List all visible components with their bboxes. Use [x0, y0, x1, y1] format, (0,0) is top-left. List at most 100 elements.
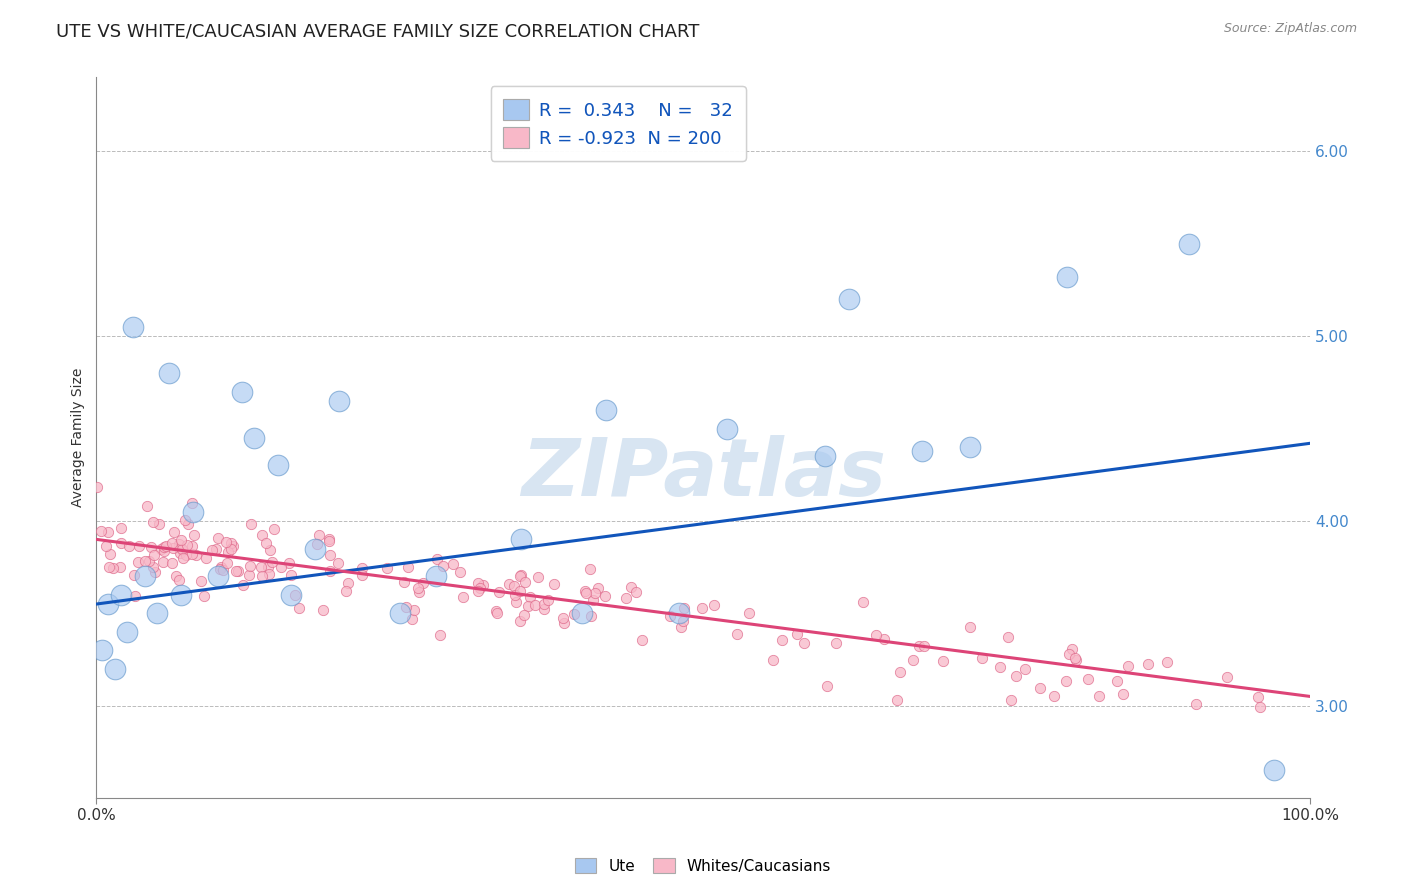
Point: [167, 537, 190, 551]
Point: [509, 569, 531, 583]
Point: [152, 541, 174, 555]
Point: [1063, 651, 1085, 665]
Point: [207, 531, 229, 545]
Point: [277, 556, 299, 570]
Point: [516, 599, 538, 614]
Point: [180, 547, 202, 561]
Point: [98, 547, 121, 561]
Point: [852, 595, 875, 609]
Point: [217, 556, 239, 570]
Point: [1056, 270, 1078, 285]
Point: [630, 632, 652, 647]
Text: ZIPatlas: ZIPatlas: [520, 434, 886, 513]
Point: [1137, 657, 1160, 672]
Point: [280, 588, 302, 602]
Point: [238, 558, 260, 573]
Point: [208, 562, 231, 576]
Point: [160, 536, 183, 550]
Point: [1057, 647, 1080, 661]
Point: [510, 568, 533, 582]
Point: [512, 608, 534, 623]
Point: [352, 561, 374, 575]
Point: [593, 590, 616, 604]
Point: [762, 652, 785, 666]
Point: [441, 557, 464, 571]
Point: [1088, 689, 1111, 703]
Point: [270, 560, 292, 574]
Point: [1185, 697, 1208, 711]
Point: [94, 539, 117, 553]
Point: [1060, 641, 1083, 656]
Point: [110, 588, 132, 602]
Point: [350, 567, 373, 582]
Point: [503, 588, 526, 602]
Legend: Ute, Whites/Caucasians: Ute, Whites/Caucasians: [568, 852, 838, 880]
Point: [128, 539, 150, 553]
Point: [527, 570, 550, 584]
Point: [238, 568, 260, 582]
Point: [1105, 673, 1128, 688]
Point: [579, 609, 602, 624]
Point: [425, 569, 447, 583]
Point: [488, 584, 510, 599]
Point: [579, 562, 602, 576]
Point: [267, 458, 290, 473]
Point: [257, 560, 280, 574]
Point: [250, 528, 273, 542]
Point: [110, 560, 132, 574]
Point: [250, 560, 273, 574]
Point: [658, 609, 681, 624]
Point: [1263, 764, 1285, 778]
Point: [254, 536, 277, 550]
Point: [145, 565, 167, 579]
Point: [174, 549, 197, 563]
Point: [172, 542, 194, 557]
Point: [142, 515, 165, 529]
Point: [770, 632, 793, 647]
Point: [533, 597, 555, 611]
Point: [219, 535, 242, 549]
Point: [1077, 672, 1099, 686]
Point: [337, 575, 360, 590]
Point: [396, 560, 419, 574]
Point: [194, 551, 217, 566]
Point: [157, 366, 180, 380]
Point: [163, 525, 186, 540]
Point: [692, 601, 714, 615]
Point: [153, 544, 176, 558]
Point: [513, 575, 536, 590]
Point: [139, 540, 162, 554]
Point: [1014, 662, 1036, 676]
Point: [815, 679, 838, 693]
Point: [972, 650, 994, 665]
Point: [280, 568, 302, 582]
Point: [702, 598, 724, 612]
Point: [122, 567, 145, 582]
Point: [1116, 658, 1139, 673]
Point: [121, 319, 143, 334]
Point: [467, 583, 489, 598]
Point: [793, 636, 815, 650]
Point: [148, 516, 170, 531]
Point: [259, 567, 281, 582]
Point: [225, 564, 247, 578]
Point: [134, 569, 156, 583]
Point: [426, 551, 449, 566]
Text: Source: ZipAtlas.com: Source: ZipAtlas.com: [1223, 22, 1357, 36]
Point: [97, 597, 120, 611]
Point: [1042, 689, 1064, 703]
Point: [1064, 653, 1087, 667]
Point: [571, 607, 593, 621]
Point: [127, 555, 149, 569]
Point: [1216, 670, 1239, 684]
Point: [328, 556, 350, 570]
Point: [263, 523, 285, 537]
Point: [375, 561, 398, 575]
Point: [118, 539, 141, 553]
Point: [212, 563, 235, 577]
Point: [259, 543, 281, 558]
Point: [485, 604, 508, 618]
Point: [205, 541, 228, 556]
Point: [959, 620, 981, 634]
Point: [209, 559, 232, 574]
